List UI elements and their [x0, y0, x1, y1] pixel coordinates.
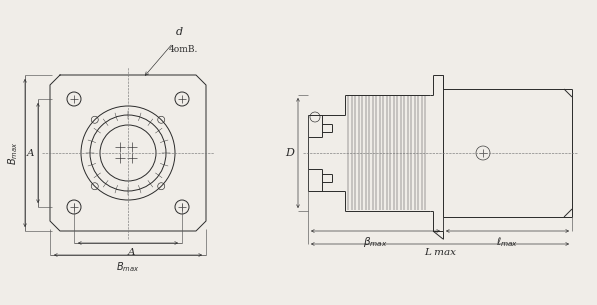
- Text: D: D: [285, 148, 294, 158]
- Text: 4omB.: 4omB.: [169, 45, 198, 54]
- Text: L max: L max: [424, 248, 456, 257]
- Text: $B_{max}$: $B_{max}$: [6, 141, 20, 165]
- Text: A: A: [26, 149, 34, 157]
- Text: $\ell_{max}$: $\ell_{max}$: [496, 235, 519, 249]
- Text: d: d: [176, 27, 183, 37]
- Text: A: A: [128, 248, 136, 257]
- Text: $\beta_{max}$: $\beta_{max}$: [363, 235, 388, 249]
- Text: $B_{max}$: $B_{max}$: [116, 260, 140, 274]
